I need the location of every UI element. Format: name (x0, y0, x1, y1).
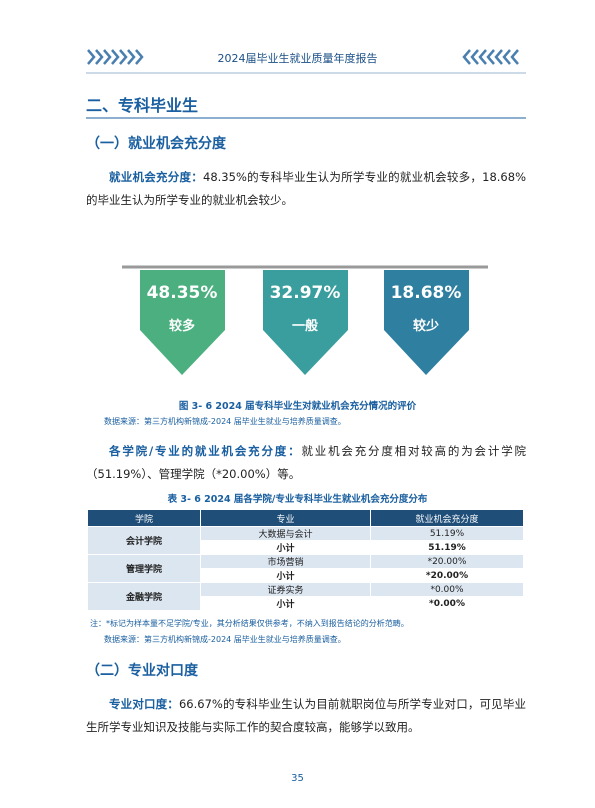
cell: *0.00% (370, 582, 524, 597)
paragraph-text: 48.35%的专科毕业生认为所学专业的就业机会较多，18.68%的毕业生认为所学… (86, 170, 526, 207)
cell: *20.00% (370, 554, 524, 569)
badge-label: 一般 (292, 318, 318, 334)
cell: 小计 (200, 568, 371, 583)
table: 学院 专业 就业机会充分度 会计学院 大数据与会计 51.19% 小计 51.19% … (87, 509, 524, 611)
badge-label: 较多 (169, 318, 195, 334)
table-row: 金融学院 证券实务 *0.00% (87, 582, 524, 611)
paragraph-text: 66.67%的专科毕业生认为目前就职岗位与所学专业对口，可见毕业生所学专业知识及… (86, 697, 526, 734)
badge-shape (384, 270, 469, 375)
table-row: 管理学院 市场营销 *20.00% (87, 554, 524, 583)
table-row: 会计学院 大数据与会计 51.19% (87, 526, 524, 555)
cell: *0.00% (370, 596, 524, 611)
table-caption: 表 3- 6 2024 届各学院/专业专科毕业生就业机会充分度分布 (167, 494, 428, 505)
cell: 51.19% (370, 540, 524, 555)
cell: 证券实务 (200, 582, 371, 597)
paragraph: 专业对口度：66.67%的专科毕业生认为目前就职岗位与所学专业对口，可见毕业生所… (86, 693, 526, 739)
college-cell: 会计学院 (87, 526, 201, 555)
figure-source: 数据来源：第三方机构新锦成-2024 届毕业生就业与培养质量调查。 (104, 417, 346, 426)
table-note: 注：*标记为样本量不足学院/专业，其分析结果仅供参考，不纳入到报告结论的分析范畴… (90, 619, 409, 628)
paragraph: 就业机会充分度：48.35%的专科毕业生认为所学专业的就业机会较多，18.68%… (86, 166, 526, 212)
paragraph: 各学院/专业的就业机会充分度：就业机会充分度相对较高的为会计学院（51.19%）… (86, 440, 526, 486)
cell: *20.00% (370, 568, 524, 583)
table-row: 小计 *0.00% (88, 596, 524, 611)
table-source: 数据来源：第三方机构新锦成-2024 届毕业生就业与培养质量调查。 (104, 635, 346, 644)
college-cell: 管理学院 (87, 554, 201, 583)
paragraph-lead: 各学院/专业的就业机会充分度： (109, 444, 302, 458)
badge-label: 较少 (413, 318, 439, 334)
cell: 小计 (200, 596, 371, 611)
badge-value: 18.68% (391, 283, 462, 303)
paragraph-text: 就业机会充分度相对较高的为会计学院（51.19%）、管理学院（*20.00%）等… (86, 444, 527, 481)
header-cell: 就业机会充分度 (370, 509, 524, 527)
paragraph-lead: 专业对口度： (109, 697, 179, 711)
header-chevrons-right (462, 49, 519, 65)
cell: 大数据与会计 (200, 526, 371, 541)
paragraph-lead: 就业机会充分度： (109, 170, 204, 184)
college-cell: 金融学院 (87, 582, 201, 611)
badge-value: 48.35% (147, 283, 218, 303)
table-header: 学院 专业 就业机会充分度 (87, 509, 524, 527)
cell: 小计 (200, 540, 371, 555)
figure-caption: 图 3- 6 2024 届专科毕业生对就业机会充分情况的评价 (178, 401, 417, 412)
subsection-title: （一）就业机会充分度 (86, 136, 226, 152)
page-number: 35 (291, 773, 304, 784)
badge-value: 32.97% (270, 283, 341, 303)
section-title: 二、专科毕业生 (86, 96, 199, 115)
subsection-title: （二）专业对口度 (86, 663, 198, 679)
cell: 市场营销 (200, 554, 371, 569)
badge-shape (140, 270, 225, 375)
cell: 51.19% (370, 526, 524, 541)
header-cell: 专业 (200, 509, 371, 527)
header-chevrons-left (87, 49, 144, 65)
header-cell: 学院 (87, 509, 201, 527)
badge-shape (263, 270, 348, 375)
header-title: 2024届毕业生就业质量年度报告 (217, 52, 378, 65)
table-row: 小计 51.19% (88, 540, 524, 555)
